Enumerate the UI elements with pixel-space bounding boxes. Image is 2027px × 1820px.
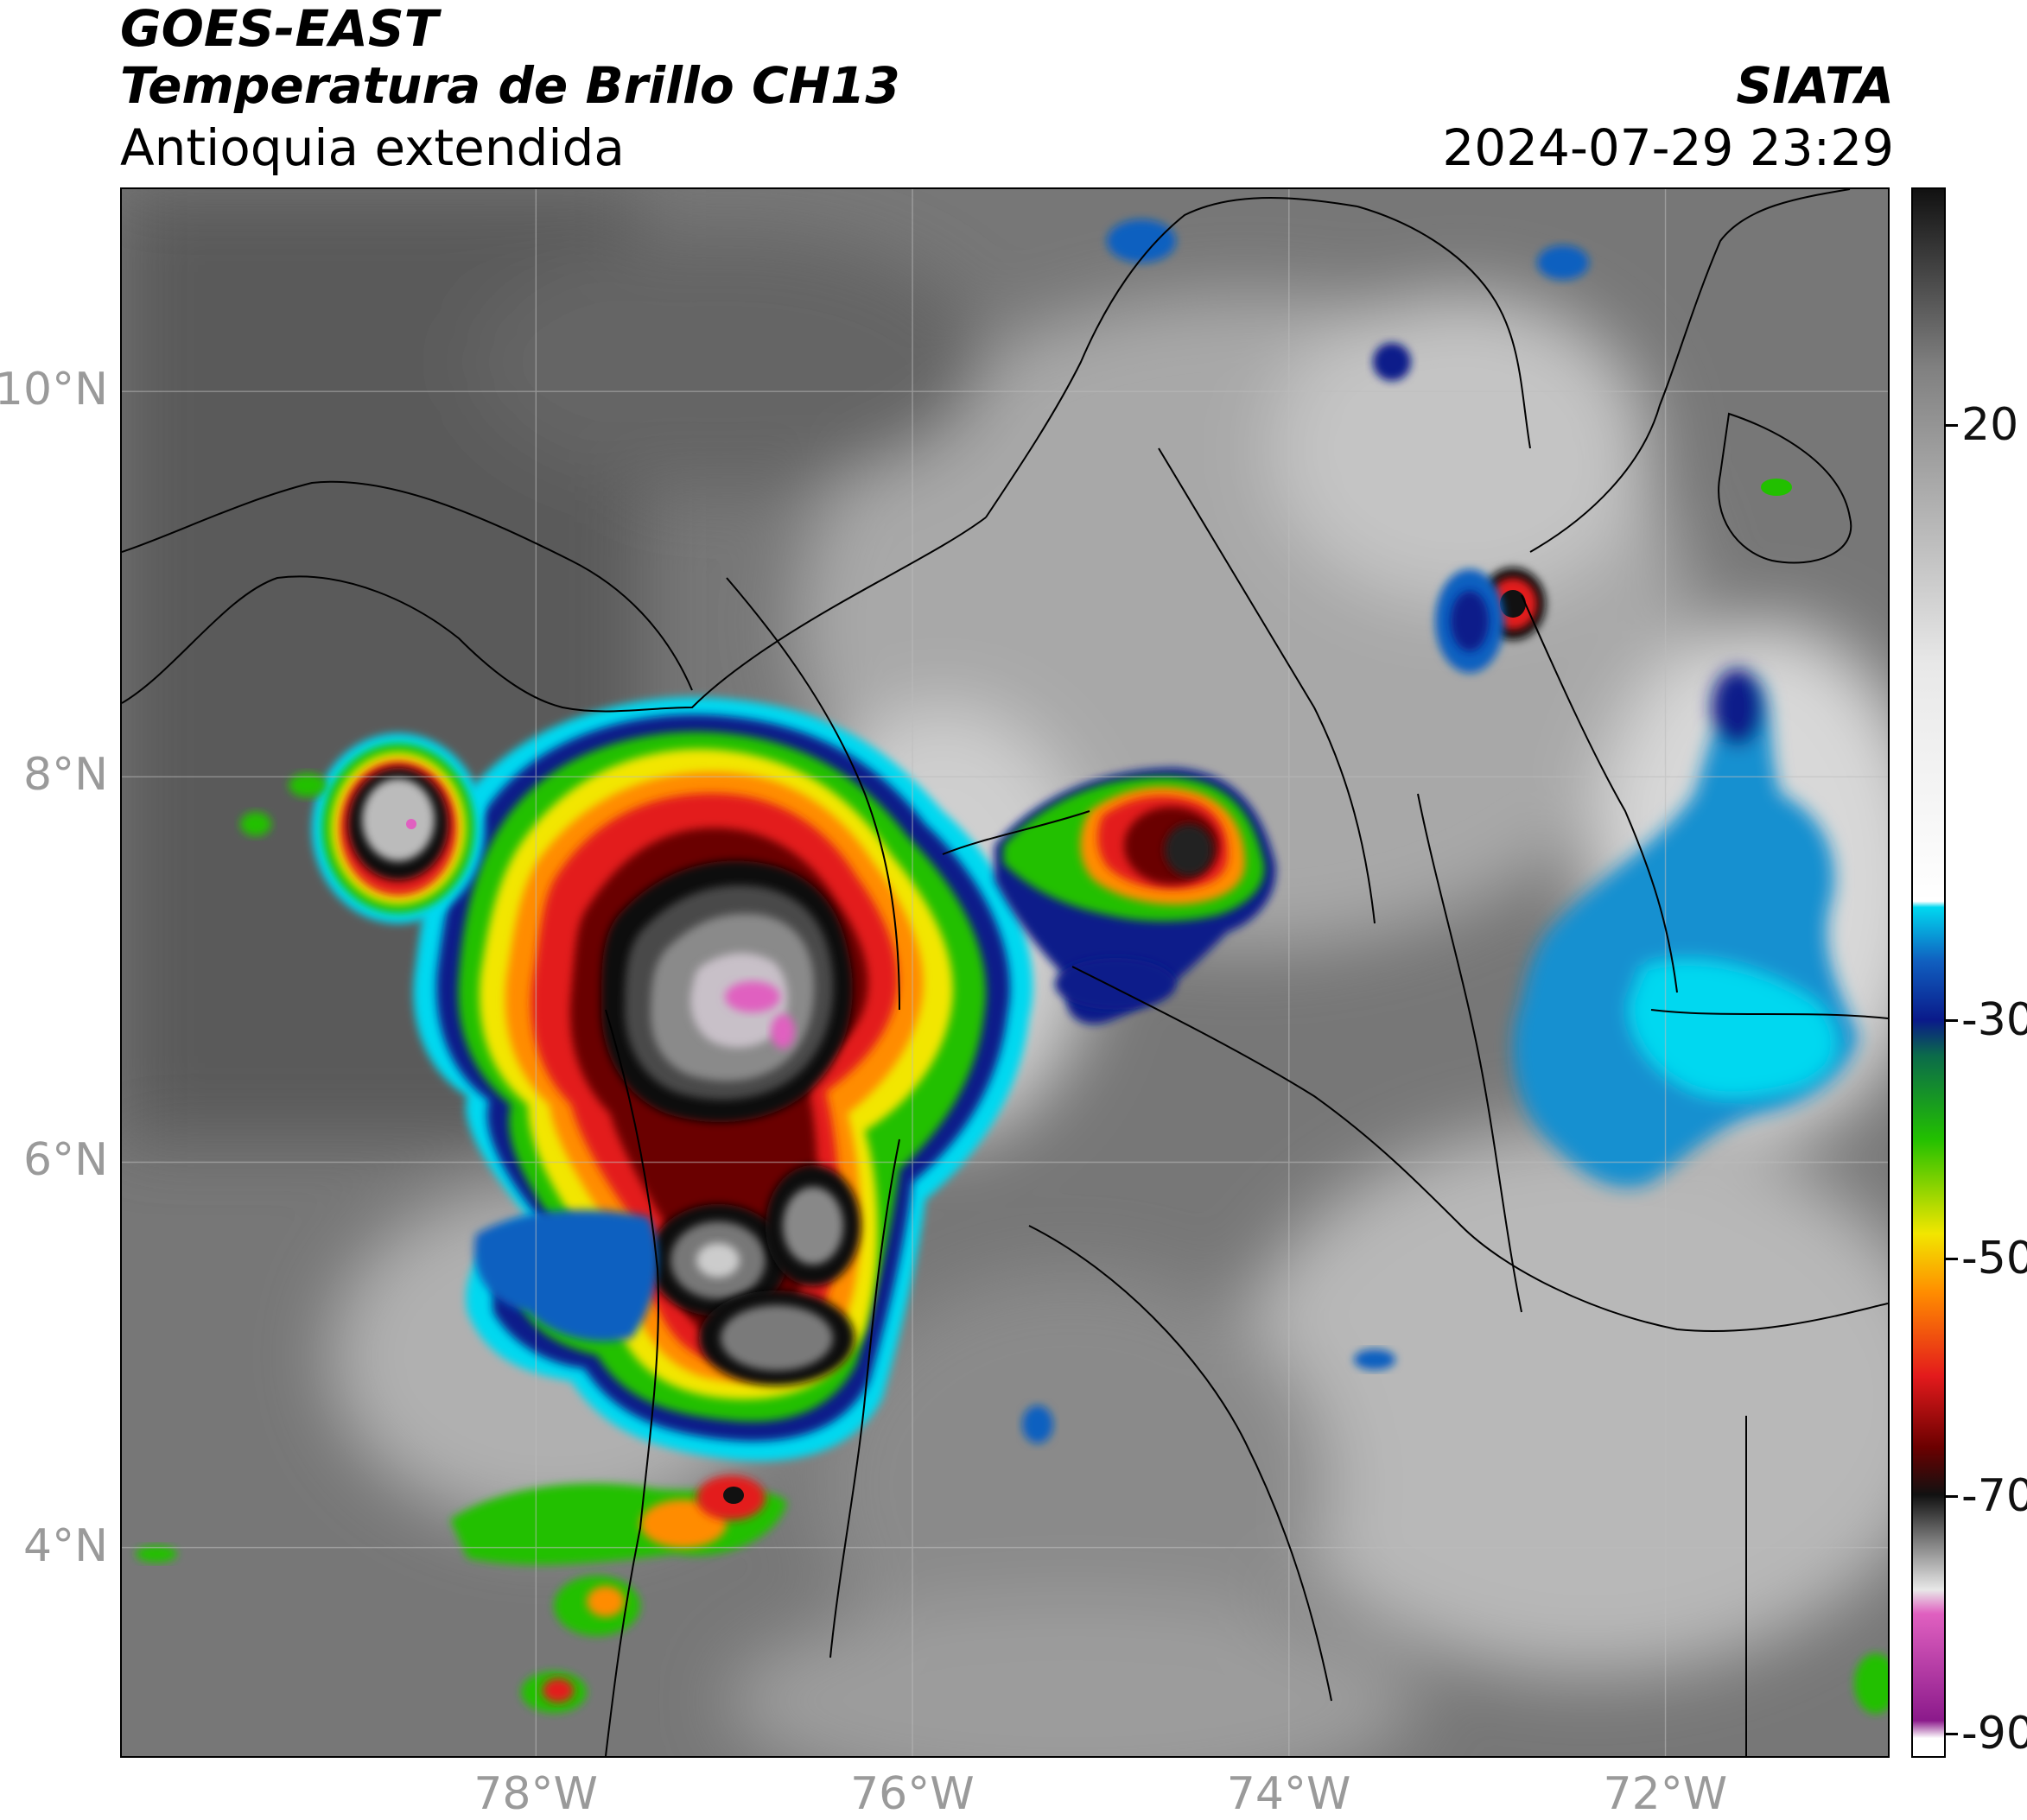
colorbar xyxy=(1911,187,1946,1758)
southwest-storms xyxy=(136,1209,1888,1714)
lat-label: 4°N xyxy=(23,1519,108,1572)
main-storm xyxy=(413,697,1033,1462)
colorbar-tick xyxy=(1946,1019,1958,1023)
lon-label: 78°W xyxy=(473,1768,598,1820)
lat-label: 8°N xyxy=(23,749,108,802)
northeast-storm xyxy=(1107,219,1792,673)
satellite-map-canvas xyxy=(122,189,1888,1756)
lat-label: 10°N xyxy=(0,364,108,416)
colorbar-label: -50 xyxy=(1961,1232,2027,1284)
coastlines-borders xyxy=(122,189,1888,1756)
colorbar-label: -30 xyxy=(1961,994,2027,1047)
eastern-cloud-band xyxy=(1513,669,1859,1188)
colorbar-label: -90 xyxy=(1961,1708,2027,1760)
datetime-label: 2024-07-29 23:29 xyxy=(1442,118,1894,177)
east-storm xyxy=(994,768,1276,1024)
colorbar-tick xyxy=(1946,1257,1958,1260)
agency-label: SIATA xyxy=(1736,56,1894,115)
satellite-map xyxy=(120,187,1890,1758)
colorbar-label: -70 xyxy=(1961,1470,2027,1522)
colorbar-tick xyxy=(1946,1495,1958,1498)
lon-label: 74°W xyxy=(1226,1768,1351,1820)
lon-label: 76°W xyxy=(850,1768,975,1820)
satellite-title: GOES-EAST xyxy=(120,0,439,58)
west-storm xyxy=(240,733,485,923)
lon-label: 72°W xyxy=(1603,1768,1728,1820)
product-title: Temperatura de Brillo CH13 xyxy=(120,56,900,115)
colorbar-tick xyxy=(1946,424,1958,428)
lat-label: 6°N xyxy=(23,1134,108,1187)
gridlines xyxy=(122,189,1888,1756)
colorbar-tick xyxy=(1946,1733,1958,1736)
region-subtitle: Antioquia extendida xyxy=(120,118,625,177)
colorbar-label: 20 xyxy=(1961,399,2019,452)
